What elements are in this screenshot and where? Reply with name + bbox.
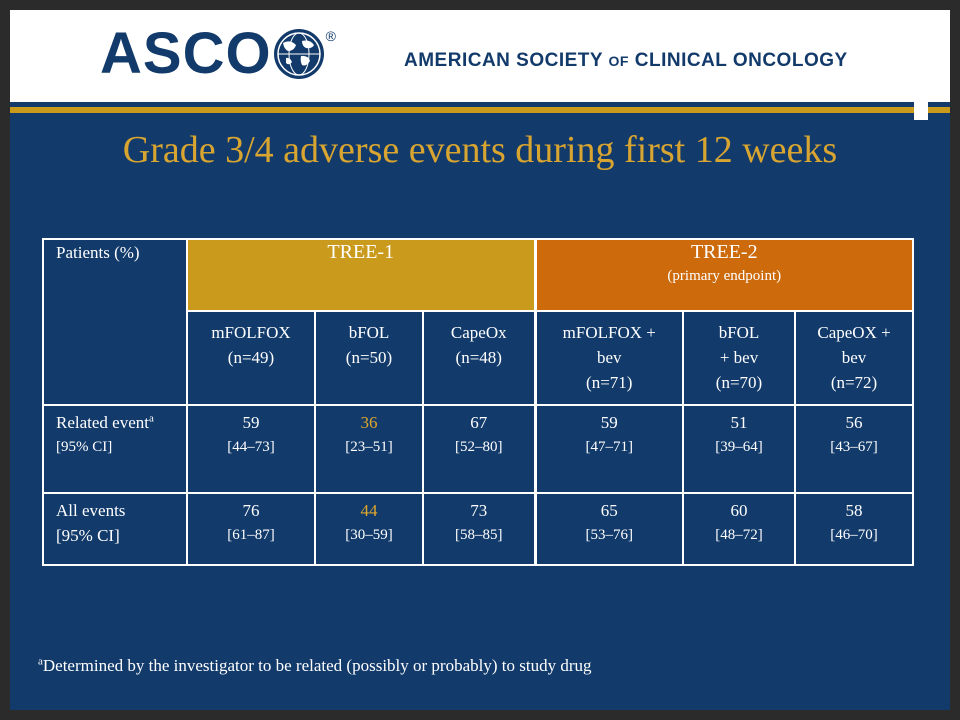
arm-name: CapeOx: [450, 323, 507, 342]
org-name: AMERICAN SOCIETY OF CLINICAL ONCOLOGY: [404, 50, 848, 72]
cell-value: 76: [242, 501, 260, 520]
arm-name: mFOLFOX: [211, 323, 291, 342]
table-cell: 58 [46–70]: [794, 492, 915, 566]
table-cell: 73 [58–85]: [421, 492, 537, 566]
arm-name: bFOL + bev: [718, 323, 760, 367]
gold-stripe: [10, 107, 950, 113]
cell-value: 73: [470, 501, 488, 520]
arm-name: mFOLFOX + bev: [562, 323, 656, 367]
cell-ci: [23–51]: [345, 439, 393, 455]
slide-title: Grade 3/4 adverse events during first 12…: [122, 129, 838, 171]
tree1-header: TREE-1: [185, 238, 537, 312]
cell-value: 36: [360, 413, 378, 432]
cell-value: 44: [360, 501, 378, 520]
cell-ci: [30–59]: [345, 527, 393, 543]
logo-text: ASCO: [100, 21, 272, 86]
table-cell: 67 [52–80]: [421, 404, 537, 494]
cell-ci: [61–87]: [227, 527, 275, 543]
arm-header-mfolfox: mFOLFOX (n=49): [186, 310, 316, 406]
cell-value: 59: [242, 413, 260, 432]
cell-ci: [52–80]: [455, 439, 503, 455]
row-label-ci: [95% CI]: [56, 526, 120, 545]
arm-n: (n=71): [586, 373, 633, 392]
stripe-notch: [914, 102, 928, 120]
arm-n: (n=50): [345, 348, 393, 367]
header-stripe: [10, 102, 950, 120]
arm-header-capeox-bev: CapeOX + bev (n=72): [794, 310, 915, 406]
cell-ci: [58–85]: [455, 527, 503, 543]
arm-name: CapeOX + bev: [817, 323, 891, 367]
tree2-header: TREE-2 (primary endpoint): [533, 238, 915, 312]
row-label-all: All events [95% CI]: [42, 492, 188, 566]
tree1-label: TREE-1: [327, 241, 395, 263]
arm-n: (n=49): [227, 348, 275, 367]
row-label-related: Related eventa [95% CI]: [42, 404, 188, 494]
header-banner: ASCO ® AMERICAN SOCIETY OF CLINICAL ONCO…: [10, 10, 950, 102]
org-name-part1: AMERICAN SOCIETY: [404, 50, 603, 71]
cell-ci: [47–71]: [585, 439, 634, 455]
tree2-label: TREE-2: [690, 241, 758, 263]
table-cell: 56 [43–67]: [794, 404, 915, 494]
cell-value: 59: [600, 413, 618, 432]
cell-ci: [39–64]: [715, 439, 763, 455]
table-cell: 60 [48–72]: [682, 492, 797, 566]
table-cell: 36 [23–51]: [314, 404, 424, 494]
row-label: All events: [56, 501, 126, 520]
table-row-all-events: All events [95% CI] 76 [61–87] 44 [30–59…: [42, 492, 915, 566]
table-cell: 44 [30–59]: [314, 492, 424, 566]
org-name-of: OF: [608, 53, 629, 69]
arm-header-bfol: bFOL (n=50): [314, 310, 424, 406]
arm-n: (n=70): [715, 373, 763, 392]
slide: ASCO ® AMERICAN SOCIETY OF CLINICAL ONCO…: [10, 10, 950, 710]
arm-n: (n=72): [830, 373, 878, 392]
row-label-ci: [95% CI]: [56, 439, 113, 455]
table-cell: 59 [47–71]: [533, 404, 685, 494]
cell-ci: [43–67]: [830, 439, 878, 455]
footnote-marker: a: [38, 655, 43, 668]
arm-header-bfol-bev: bFOL + bev (n=70): [682, 310, 797, 406]
footnote-text: Determined by the investigator to be rel…: [42, 656, 592, 675]
table-row-related-event: Related eventa [95% CI] 59 [44–73] 36 [2…: [42, 404, 915, 494]
table-cell: 59 [44–73]: [186, 404, 316, 494]
cell-ci: [53–76]: [585, 527, 634, 543]
cell-value: 58: [845, 501, 863, 520]
cell-value: 51: [730, 413, 748, 432]
cell-value: 60: [730, 501, 748, 520]
arm-n: (n=48): [455, 348, 502, 367]
footnote: aDetermined by the investigator to be re…: [38, 656, 592, 676]
cell-value: 56: [845, 413, 863, 432]
table-cell: 76 [61–87]: [186, 492, 316, 566]
cell-ci: [44–73]: [227, 439, 275, 455]
asco-logo: ASCO ®: [100, 24, 336, 84]
footnote-marker: a: [149, 412, 154, 425]
adverse-events-table: Patients (%) TREE-1 TREE-2 (primary endp…: [42, 238, 915, 566]
arm-name: bFOL: [348, 323, 390, 342]
row-label: Related event: [56, 413, 149, 432]
cell-value: 67: [470, 413, 488, 432]
globe-icon: [273, 29, 324, 79]
cell-ci: [48–72]: [715, 527, 763, 543]
table-cell: 51 [39–64]: [682, 404, 797, 494]
corner-header: Patients (%): [42, 238, 188, 406]
arm-header-capeox: CapeOx (n=48): [421, 310, 537, 406]
cell-value: 65: [600, 501, 618, 520]
org-name-part2: CLINICAL ONCOLOGY: [634, 50, 848, 71]
table-cell: 65 [53–76]: [533, 492, 685, 566]
arm-header-mfolfox-bev: mFOLFOX + bev (n=71): [533, 310, 685, 406]
tree2-subtitle: (primary endpoint): [667, 268, 782, 284]
cell-ci: [46–70]: [830, 527, 878, 543]
registered-mark: ®: [325, 28, 336, 44]
